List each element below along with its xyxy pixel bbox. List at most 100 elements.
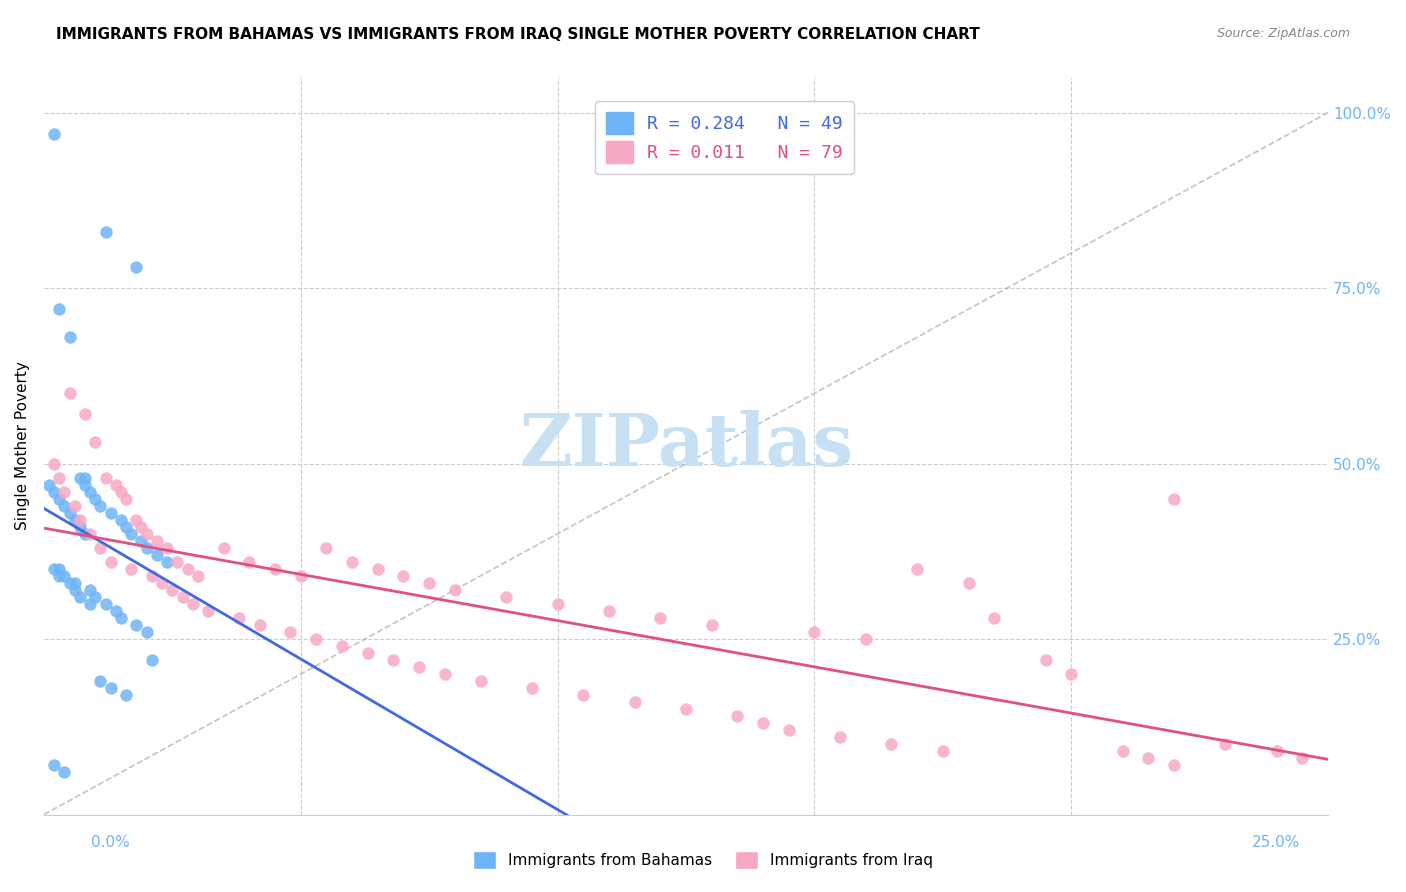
Point	[48, 569, 70, 583]
Point	[73, 526, 96, 541]
Point	[79, 526, 101, 541]
Point	[69, 513, 91, 527]
Point	[392, 569, 415, 583]
Point	[115, 520, 138, 534]
Point	[115, 491, 138, 506]
Point	[48, 562, 70, 576]
Point	[44, 562, 66, 576]
Point	[803, 625, 825, 640]
Point	[623, 695, 645, 709]
Point	[58, 506, 80, 520]
Point	[125, 260, 148, 274]
Point	[290, 569, 312, 583]
Point	[495, 590, 517, 604]
Point	[38, 477, 60, 491]
Point	[110, 484, 132, 499]
Point	[212, 541, 235, 555]
Point	[1215, 737, 1237, 751]
Point	[228, 611, 250, 625]
Point	[84, 435, 107, 450]
Point	[135, 526, 157, 541]
Point	[187, 569, 209, 583]
Point	[547, 597, 569, 611]
Point	[264, 562, 287, 576]
Point	[69, 520, 91, 534]
Point	[177, 562, 200, 576]
Point	[249, 618, 271, 632]
Point	[162, 582, 184, 597]
Point	[110, 611, 132, 625]
Point	[340, 555, 363, 569]
Point	[572, 688, 595, 702]
Point	[418, 575, 440, 590]
Point	[100, 555, 122, 569]
Point	[156, 541, 179, 555]
Point	[141, 653, 163, 667]
Point	[58, 575, 80, 590]
Point	[79, 597, 101, 611]
Point	[830, 731, 852, 745]
Point	[382, 653, 405, 667]
Point	[356, 646, 378, 660]
Point	[53, 569, 76, 583]
Point	[58, 386, 80, 401]
Point	[470, 674, 492, 689]
Point	[44, 484, 66, 499]
Point	[100, 506, 122, 520]
Point	[63, 499, 86, 513]
Text: ZIPatlas: ZIPatlas	[519, 410, 853, 482]
Point	[63, 513, 86, 527]
Point	[53, 765, 76, 780]
Point	[752, 716, 775, 731]
Point	[408, 660, 430, 674]
Point	[650, 611, 672, 625]
Point	[1163, 491, 1185, 506]
Point	[73, 477, 96, 491]
Point	[104, 604, 127, 618]
Text: 0.0%: 0.0%	[91, 836, 131, 850]
Legend: R = 0.284   N = 49, R = 0.011   N = 79: R = 0.284 N = 49, R = 0.011 N = 79	[595, 101, 853, 174]
Point	[855, 632, 877, 646]
Point	[89, 674, 111, 689]
Point	[73, 408, 96, 422]
Point	[131, 533, 153, 548]
Point	[48, 302, 70, 317]
Point	[725, 709, 748, 723]
Point	[1137, 751, 1160, 765]
Point	[166, 555, 188, 569]
Point	[89, 541, 111, 555]
Point	[181, 597, 204, 611]
Point	[520, 681, 543, 696]
Point	[94, 225, 117, 239]
Point	[280, 625, 302, 640]
Point	[110, 513, 132, 527]
Point	[778, 723, 800, 738]
Point	[983, 611, 1005, 625]
Point	[1291, 751, 1313, 765]
Point	[172, 590, 194, 604]
Point	[94, 597, 117, 611]
Point	[89, 499, 111, 513]
Point	[330, 639, 353, 653]
Point	[84, 590, 107, 604]
Point	[675, 702, 697, 716]
Point	[58, 330, 80, 344]
Point	[53, 499, 76, 513]
Point	[48, 491, 70, 506]
Point	[44, 457, 66, 471]
Point	[598, 604, 620, 618]
Point	[63, 582, 86, 597]
Point	[141, 569, 163, 583]
Y-axis label: Single Mother Poverty: Single Mother Poverty	[15, 361, 30, 531]
Point	[1035, 653, 1057, 667]
Point	[957, 575, 980, 590]
Point	[367, 562, 389, 576]
Point	[69, 470, 91, 484]
Point	[146, 548, 169, 562]
Point	[53, 484, 76, 499]
Point	[1163, 758, 1185, 772]
Point	[69, 590, 91, 604]
Text: Source: ZipAtlas.com: Source: ZipAtlas.com	[1216, 27, 1350, 40]
Point	[44, 127, 66, 141]
Legend: Immigrants from Bahamas, Immigrants from Iraq: Immigrants from Bahamas, Immigrants from…	[467, 845, 939, 875]
